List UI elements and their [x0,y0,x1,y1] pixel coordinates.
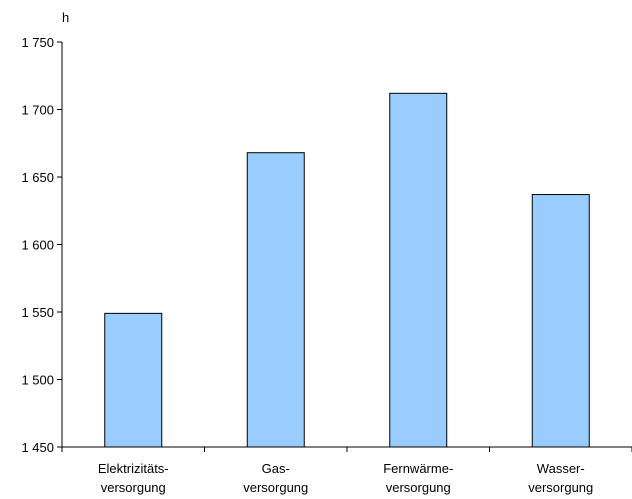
x-tick-label: Elektrizitäts-versorgung [98,461,169,495]
y-tick-label: 1 500 [21,373,54,388]
bar [246,152,305,448]
bar [104,312,163,448]
y-axis-ticks: 1 450 1 500 1 550 1 600 1 650 1 700 1 750 [21,35,62,455]
y-axis-label: h [62,10,69,25]
bars [104,92,590,448]
y-tick-label: 1 650 [21,170,54,185]
x-tick-label: Wasser-versorgung [528,461,593,495]
x-axis-ticks: Elektrizitäts-versorgung Gas-versorgung Fe… [61,447,632,495]
bar [389,92,448,448]
y-tick-label: 1 550 [21,305,54,320]
x-tick-label: Gas-versorgung [243,461,308,495]
y-tick-label: 1 750 [21,35,54,50]
y-tick-label: 1 600 [21,238,54,253]
bar [531,194,590,448]
x-tick-label: Fernwärme-versorgung [383,461,453,495]
y-tick-label: 1 700 [21,103,54,118]
y-tick-label: 1 450 [21,440,54,455]
